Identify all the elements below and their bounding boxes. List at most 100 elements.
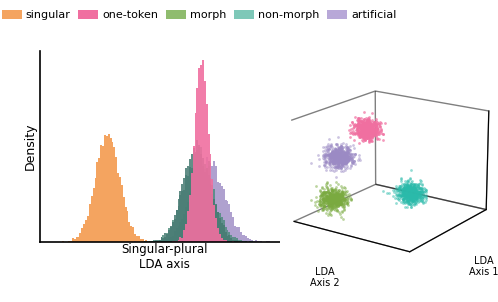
Bar — [212, 166, 213, 242]
Bar — [157, 241, 159, 242]
Bar — [198, 145, 200, 242]
Y-axis label: LDA
Axis 1: LDA Axis 1 — [469, 256, 498, 277]
Bar — [172, 220, 174, 242]
Bar — [81, 228, 83, 242]
Bar — [221, 186, 223, 242]
Bar — [106, 136, 108, 242]
Bar — [143, 240, 145, 242]
Bar — [170, 236, 172, 242]
Bar — [185, 175, 187, 242]
Bar — [251, 240, 253, 242]
Bar — [157, 240, 159, 242]
Bar — [168, 236, 170, 242]
Bar — [181, 238, 183, 242]
Bar — [204, 169, 206, 242]
Bar — [227, 230, 229, 242]
Bar — [87, 216, 89, 242]
Bar — [223, 240, 225, 242]
Bar — [102, 146, 104, 242]
Bar — [236, 227, 238, 242]
Bar — [157, 240, 159, 242]
Bar — [232, 240, 234, 242]
Bar — [155, 240, 157, 242]
Bar — [179, 191, 181, 242]
Bar — [95, 178, 97, 242]
Bar — [74, 239, 76, 242]
Bar — [210, 184, 212, 242]
Bar — [244, 235, 246, 242]
Bar — [104, 135, 106, 242]
Bar — [229, 235, 231, 242]
Bar — [172, 236, 174, 242]
Bar — [232, 237, 234, 242]
Bar — [166, 234, 168, 242]
Bar — [176, 228, 178, 242]
Bar — [153, 240, 155, 242]
Bar — [108, 134, 110, 242]
Bar — [227, 236, 229, 242]
Bar — [145, 240, 147, 242]
Bar — [208, 134, 210, 242]
Bar — [114, 147, 116, 242]
Bar — [223, 189, 225, 242]
Bar — [93, 188, 95, 242]
Bar — [215, 205, 217, 242]
Bar — [187, 211, 189, 242]
Bar — [183, 178, 185, 242]
Bar — [223, 225, 225, 242]
Bar — [191, 173, 193, 242]
Bar — [213, 161, 215, 242]
Bar — [112, 142, 114, 242]
Bar — [227, 201, 229, 242]
Bar — [191, 168, 193, 242]
Bar — [225, 227, 227, 242]
Bar — [231, 213, 232, 242]
Bar — [189, 195, 191, 242]
Bar — [193, 153, 195, 242]
Bar — [181, 185, 183, 242]
Bar — [91, 196, 93, 242]
Bar — [185, 207, 187, 242]
Bar — [166, 239, 168, 242]
Bar — [162, 240, 164, 242]
Bar — [168, 228, 170, 242]
Bar — [170, 227, 172, 242]
Bar — [123, 197, 124, 242]
Bar — [176, 210, 178, 242]
Bar — [185, 224, 187, 242]
Bar — [204, 164, 206, 242]
Bar — [97, 162, 98, 242]
Bar — [80, 233, 81, 242]
Bar — [130, 226, 132, 242]
Bar — [198, 175, 200, 242]
Bar — [253, 240, 255, 242]
Bar — [210, 163, 212, 242]
Bar — [155, 241, 157, 242]
Bar — [234, 240, 236, 242]
Bar — [181, 220, 183, 242]
Bar — [219, 213, 221, 242]
Bar — [257, 241, 258, 242]
Bar — [128, 222, 130, 242]
Bar — [136, 236, 138, 242]
Bar — [260, 241, 262, 242]
Bar — [246, 241, 248, 242]
Bar — [255, 240, 257, 242]
Bar — [142, 239, 143, 242]
Bar — [189, 193, 191, 242]
Bar — [234, 237, 236, 242]
Bar — [213, 189, 215, 242]
Bar — [244, 241, 246, 242]
Bar — [179, 195, 181, 242]
Bar — [248, 238, 249, 242]
Bar — [213, 205, 215, 242]
Bar — [68, 241, 70, 242]
Bar — [232, 217, 234, 242]
Bar — [229, 233, 231, 242]
Bar — [164, 233, 166, 242]
Bar — [160, 237, 162, 242]
Bar — [202, 166, 204, 242]
Bar — [193, 188, 195, 242]
Bar — [70, 241, 72, 242]
Bar — [98, 158, 100, 242]
